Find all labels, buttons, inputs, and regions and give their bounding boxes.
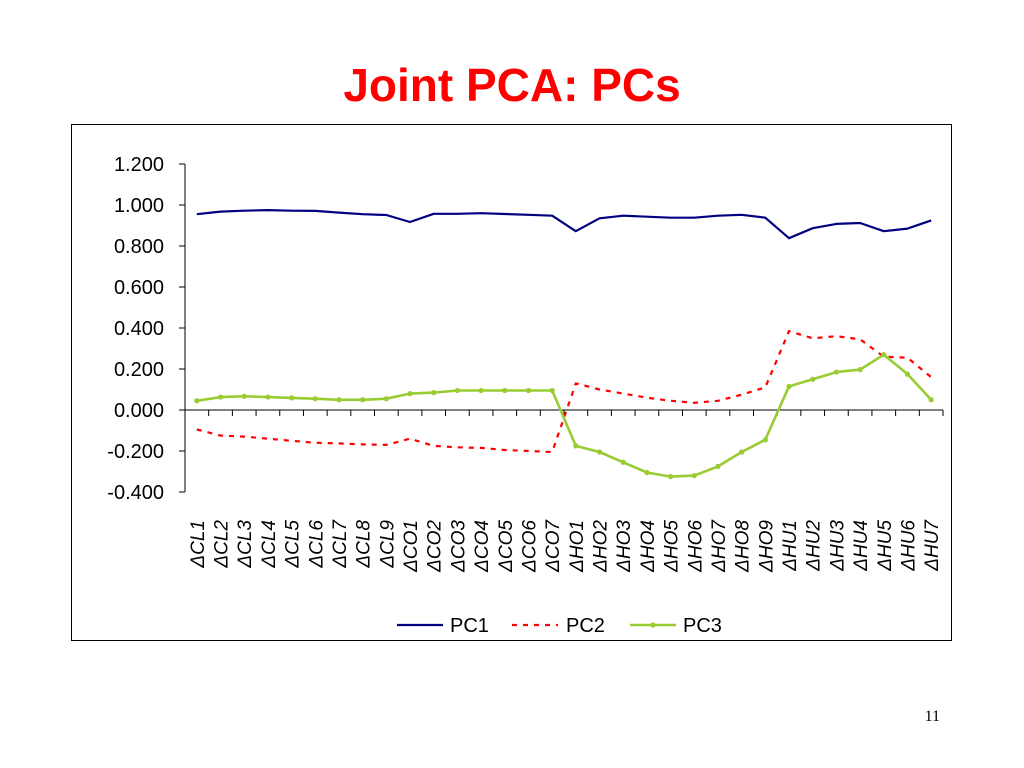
x-tick-label: ΔHO8 — [733, 520, 754, 573]
data-point-pc3 — [217, 394, 224, 400]
data-point-pc3 — [194, 398, 200, 404]
x-tick-label: ΔHU1 — [780, 520, 801, 572]
x-tick-label: ΔHO4 — [638, 520, 659, 573]
data-point-pc3 — [596, 449, 603, 455]
y-tick-label: 0.800 — [114, 236, 164, 258]
legend-label-pc1: PC1 — [450, 615, 489, 637]
x-tick-label: ΔHO7 — [709, 519, 730, 573]
y-tick-label: 0.400 — [114, 318, 164, 340]
y-tick-label: 0.000 — [114, 400, 164, 422]
chart-frame: 1.200 1.000 0.800 0.600 0.400 0.200 0.000 -0.20… — [71, 124, 952, 641]
data-point-pc3 — [502, 387, 508, 394]
data-point-pc3 — [549, 387, 555, 394]
line-chart: 1.200 1.000 0.800 0.600 0.400 0.200 0.000 -0.20… — [107, 154, 944, 637]
data-point-pc3 — [691, 473, 697, 479]
x-tick-label: ΔHO5 — [662, 520, 683, 573]
series-line-pc1 — [196, 208, 932, 240]
series-line-pc2 — [196, 330, 932, 454]
legend-marker-pc3 — [650, 622, 656, 628]
data-point-pc3 — [620, 459, 626, 465]
data-point-pc3 — [928, 397, 934, 403]
y-tick-label: -0.200 — [107, 441, 164, 463]
legend-label-pc2: PC2 — [566, 615, 605, 637]
data-point-pc3 — [431, 389, 437, 396]
x-tick-label: ΔCL5 — [283, 520, 304, 569]
data-point-pc3 — [762, 437, 768, 443]
data-point-pc3 — [312, 396, 318, 402]
data-point-pc3 — [833, 369, 840, 375]
x-tick-label: ΔCO7 — [543, 519, 564, 573]
x-tick-label: ΔCL4 — [259, 520, 280, 569]
data-point-pc3 — [525, 387, 532, 394]
y-tick-label: 1.000 — [114, 195, 164, 217]
y-tick-label: 1.200 — [114, 154, 164, 176]
data-point-pc3 — [904, 371, 911, 377]
data-point-pc3 — [360, 397, 366, 403]
x-tick-label: ΔCL8 — [354, 520, 375, 569]
x-tick-label: ΔHU4 — [851, 520, 872, 572]
x-tick-label: ΔCO1 — [401, 520, 422, 573]
x-tick-label: ΔHU7 — [922, 519, 943, 572]
x-tick-label: ΔCO4 — [472, 520, 493, 573]
x-tick-label: ΔCO5 — [496, 520, 517, 573]
x-tick-label: ΔHO9 — [756, 520, 777, 573]
data-point-pc3 — [336, 397, 342, 403]
legend: PC1 PC2 PC3 — [397, 615, 722, 637]
x-tick-label: ΔHU3 — [827, 520, 848, 572]
x-tick-label: ΔCL7 — [330, 519, 351, 569]
slide-title: Joint PCA: PCs — [343, 59, 681, 111]
data-point-pc3 — [881, 352, 887, 358]
x-tick-label: ΔCO3 — [448, 520, 469, 573]
data-point-pc3 — [407, 391, 413, 397]
x-tick-label: ΔHU5 — [875, 520, 896, 572]
x-tick-label: ΔCL3 — [235, 520, 256, 569]
x-tick-label: ΔHO6 — [685, 520, 706, 573]
data-point-pc3 — [288, 395, 295, 401]
data-point-pc3 — [573, 443, 579, 449]
y-tick-label: 0.600 — [114, 277, 164, 299]
data-point-pc3 — [739, 449, 745, 455]
x-tick-label: ΔCL1 — [188, 520, 209, 569]
data-point-pc3 — [786, 383, 792, 390]
data-point-pc3 — [454, 387, 461, 394]
x-tick-label: ΔCO2 — [425, 520, 446, 573]
y-tick-label: -0.400 — [107, 482, 164, 504]
x-tick-label: ΔCL2 — [212, 520, 233, 569]
x-tick-label: ΔHO2 — [591, 520, 612, 573]
slide-number: 11 — [924, 708, 940, 725]
data-point-pc3 — [644, 469, 650, 476]
data-point-pc3 — [241, 393, 247, 399]
data-point-pc3 — [810, 376, 816, 382]
x-tick-label: ΔHO3 — [614, 520, 635, 573]
x-tick-label: ΔHU2 — [804, 520, 825, 572]
x-tick-label: ΔCL9 — [377, 520, 398, 569]
data-point-pc3 — [383, 396, 389, 402]
series-line-pc3 — [196, 353, 933, 478]
data-point-pc3 — [265, 394, 271, 400]
axes-layer: 1.200 1.000 0.800 0.600 0.400 0.200 0.000 -0.20… — [107, 154, 944, 573]
x-tick-label: ΔCL6 — [306, 520, 327, 569]
series-layer — [194, 208, 934, 480]
data-point-pc3 — [478, 387, 484, 394]
legend-label-pc3: PC3 — [683, 615, 722, 637]
data-point-pc3 — [857, 367, 863, 373]
x-tick-label: ΔHO1 — [567, 520, 588, 573]
y-tick-label: 0.200 — [114, 359, 164, 381]
data-point-pc3 — [715, 463, 721, 469]
x-tick-label: ΔHU6 — [898, 520, 919, 572]
x-tick-label: ΔCO6 — [519, 520, 540, 573]
data-point-pc3 — [667, 474, 674, 480]
